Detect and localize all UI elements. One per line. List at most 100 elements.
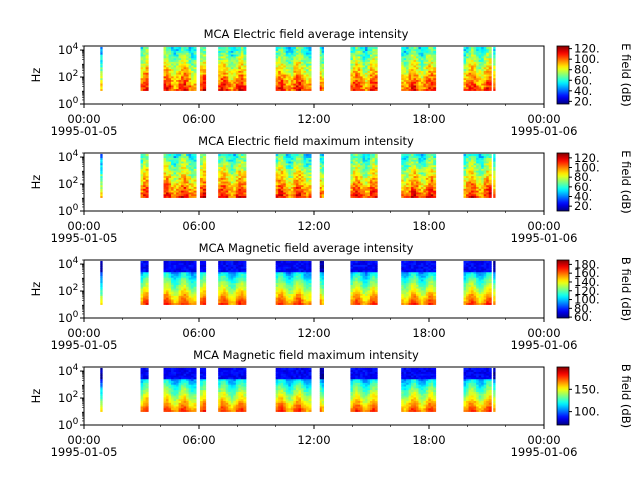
spectrogram-cell — [166, 186, 169, 189]
spectrogram-cell — [401, 190, 405, 193]
spectrogram-cell — [321, 56, 324, 59]
spectrogram-cell — [433, 190, 437, 193]
spectrogram-cell — [483, 88, 487, 91]
spectrogram-cell — [308, 181, 312, 184]
spectrogram-cell — [235, 275, 239, 278]
spectrogram-cell — [178, 46, 182, 50]
spectrogram-cell — [193, 279, 197, 282]
spectrogram-cell — [428, 179, 432, 182]
spectrogram-cell — [374, 153, 378, 157]
spectrogram-cell — [483, 184, 487, 188]
spectrogram-cell — [143, 195, 147, 198]
spectrogram-cell — [420, 182, 424, 186]
spectrogram-cell — [140, 273, 144, 276]
spectrogram-cell — [176, 284, 179, 287]
spectrogram-cell — [163, 56, 167, 59]
spectrogram-cell — [428, 177, 432, 180]
spectrogram-cell — [471, 192, 475, 195]
spectrogram-cell — [225, 280, 229, 284]
spectrogram-cell — [181, 268, 184, 271]
spectrogram-cell — [230, 66, 234, 70]
spectrogram-cell — [319, 50, 323, 53]
spectrogram-cell — [238, 288, 242, 291]
spectrogram-cell — [350, 75, 354, 79]
spectrogram-cell — [178, 195, 182, 198]
spectrogram-cell — [285, 173, 289, 177]
spectrogram-cell — [369, 192, 373, 195]
spectrogram-cell — [293, 170, 297, 173]
spectrogram-cell — [466, 175, 469, 178]
spectrogram-cell — [288, 291, 292, 295]
spectrogram-cell — [308, 157, 312, 160]
spectrogram-cell — [420, 157, 424, 160]
spectrogram-cell — [178, 170, 182, 173]
spectrogram-cell — [186, 264, 190, 267]
spectrogram-cell — [223, 195, 227, 198]
spectrogram-cell — [415, 182, 419, 186]
spectrogram-cell — [476, 88, 480, 91]
spectrogram-cell — [223, 300, 227, 304]
spectrogram-cell — [240, 275, 244, 278]
spectrogram-cell — [238, 157, 242, 160]
spectrogram-cell — [413, 63, 417, 66]
spectrogram-cell — [478, 72, 482, 75]
spectrogram-cell — [350, 66, 354, 70]
spectrogram-cell — [478, 192, 482, 195]
spectrogram-cell — [173, 273, 177, 276]
spectrogram-cell — [243, 52, 247, 55]
spectrogram-cell — [140, 302, 144, 305]
spectrogram-cell — [238, 159, 242, 162]
spectrogram-cell — [193, 61, 197, 64]
spectrogram-cell — [183, 195, 187, 198]
spectrogram-cell — [275, 300, 279, 304]
spectrogram-cell — [481, 77, 485, 81]
spectrogram-cell — [352, 182, 356, 186]
spectrogram-cell — [176, 299, 179, 302]
spectrogram-cell — [240, 289, 244, 293]
spectrogram-cell — [473, 192, 477, 195]
spectrogram-cell — [173, 50, 177, 53]
spectrogram-cell — [488, 166, 492, 169]
spectrogram-cell — [288, 195, 292, 198]
spectrogram-cell — [171, 168, 174, 171]
spectrogram-cell — [238, 85, 242, 88]
spectrogram-cell — [428, 50, 432, 53]
spectrogram-cell — [295, 182, 299, 186]
spectrogram-cell — [181, 302, 184, 305]
spectrogram-cell — [191, 75, 195, 79]
spectrogram-cell — [225, 164, 229, 168]
spectrogram-cell — [233, 270, 237, 273]
spectrogram-cell — [193, 65, 197, 68]
spectrogram-cell — [220, 184, 224, 188]
spectrogram-cell — [202, 264, 207, 267]
spectrogram-cell — [193, 291, 197, 295]
spectrogram-cell — [367, 181, 371, 184]
spectrogram-cell — [403, 65, 407, 68]
spectrogram-cell — [476, 75, 480, 79]
spectrogram-cell — [285, 195, 289, 198]
spectrogram-cell — [143, 65, 147, 68]
spectrogram-cell — [283, 289, 287, 293]
spectrogram-cell — [488, 153, 492, 157]
spectrogram-cell — [430, 74, 434, 77]
spectrogram-cell — [290, 70, 294, 73]
spectrogram-cell — [321, 75, 324, 79]
spectrogram-cell — [425, 157, 429, 160]
spectrogram-cell — [360, 188, 364, 191]
spectrogram-cell — [220, 284, 224, 287]
spectrogram-cell — [411, 52, 414, 55]
spectrogram-cell — [360, 86, 364, 90]
spectrogram-cell — [280, 282, 284, 285]
spectrogram-cell — [418, 83, 422, 86]
spectrogram-cell — [278, 54, 282, 57]
spectrogram-cell — [228, 302, 232, 305]
spectrogram-cell — [240, 280, 244, 284]
spectrogram-cell — [223, 66, 227, 70]
spectrogram-cell — [186, 70, 190, 73]
spectrogram-cell — [145, 170, 149, 173]
spectrogram-cell — [295, 164, 299, 168]
spectrogram-cell — [233, 50, 237, 53]
spectrogram-cell — [357, 177, 361, 180]
spectrogram-cell — [300, 172, 304, 175]
spectrogram-cell — [319, 184, 323, 188]
